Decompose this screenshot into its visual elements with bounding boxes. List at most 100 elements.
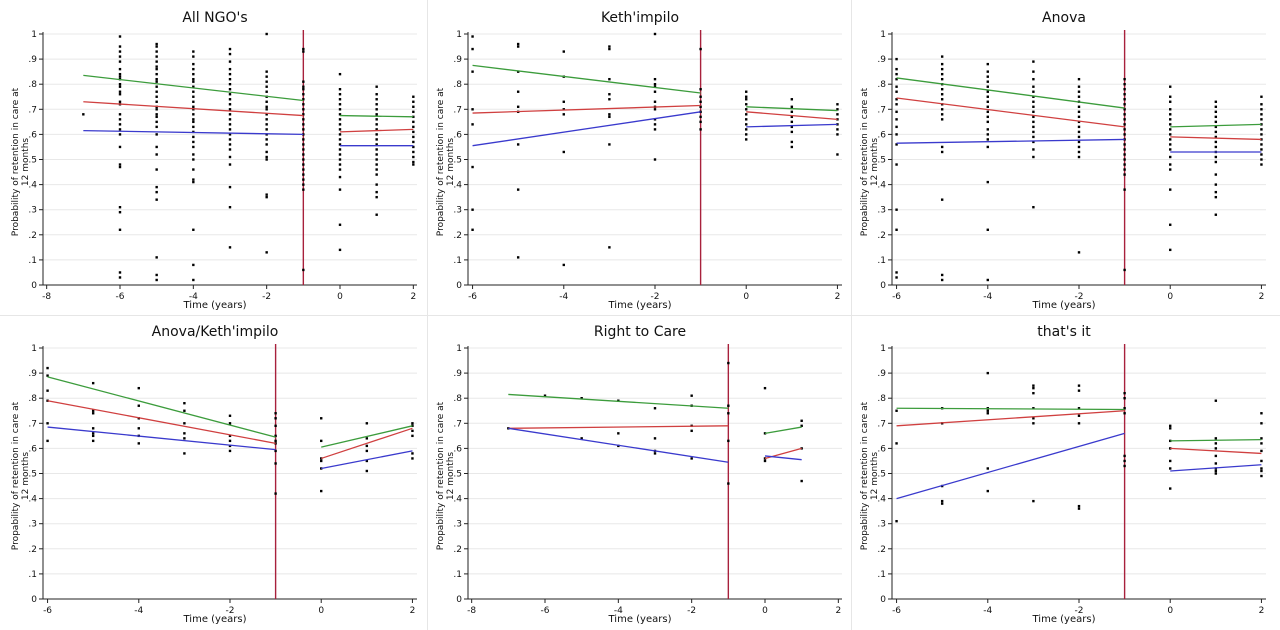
data-point [155, 133, 158, 136]
data-point [375, 213, 378, 216]
data-point [375, 103, 378, 106]
data-point [653, 108, 657, 111]
data-point [411, 434, 414, 438]
y-tick-label: 0 [31, 595, 37, 605]
data-point [1123, 173, 1126, 176]
data-point [137, 442, 140, 445]
data-point [986, 90, 989, 93]
data-point [192, 100, 195, 103]
fit-line-blue [508, 427, 729, 463]
x-tick-label: -4 [134, 606, 143, 616]
data-point [1123, 454, 1126, 458]
data-point [986, 145, 989, 149]
data-point [653, 118, 657, 121]
plot-area: 0 .1 .2 .3 .4 .5 .6 .7 .8 .9 1 -6 -4 -2 0 2 [453, 30, 842, 302]
fit-line-red [1170, 447, 1262, 455]
data-point [1032, 140, 1035, 144]
data-point [1123, 153, 1126, 156]
data-point [1169, 95, 1172, 98]
data-point [118, 205, 122, 209]
data-point [986, 95, 989, 98]
data-point [895, 143, 898, 146]
data-point [412, 135, 415, 139]
x-axis-label: Time (years) [1032, 300, 1096, 311]
data-point [302, 80, 305, 83]
data-point [302, 98, 305, 101]
data-point [940, 93, 944, 96]
data-point [302, 138, 305, 141]
data-point [375, 98, 378, 101]
y-tick-label: .7 [28, 105, 37, 115]
fit-line-green [896, 407, 1125, 411]
data-point [91, 412, 95, 415]
data-point [183, 437, 186, 440]
data-point [1169, 459, 1172, 463]
data-point [986, 120, 989, 124]
data-point [155, 120, 158, 124]
data-point [302, 108, 305, 111]
data-point [1169, 439, 1172, 443]
x-tick-label: -2 [226, 606, 235, 616]
data-point [1123, 123, 1126, 126]
data-point [986, 75, 989, 78]
data-point [302, 148, 305, 151]
data-point [1032, 499, 1035, 503]
data-point [192, 95, 195, 98]
data-point [1214, 115, 1218, 119]
data-point [91, 381, 95, 385]
data-point [274, 492, 277, 495]
data-point [228, 133, 232, 136]
y-tick-label: .1 [28, 256, 37, 266]
data-point [192, 55, 195, 58]
data-point [192, 67, 195, 71]
data-point [1214, 100, 1218, 103]
data-point [1123, 143, 1126, 146]
data-point [228, 88, 232, 91]
y-tick-label: 1 [456, 344, 462, 354]
data-point [608, 45, 611, 48]
data-point [118, 50, 122, 53]
data-point [745, 103, 748, 106]
data-point [412, 150, 415, 154]
data-point [155, 72, 158, 76]
chart-panel-anova: Anova Propability of retention in care a… [852, 2, 1276, 315]
data-point [940, 88, 944, 91]
data-point [1260, 153, 1263, 156]
data-point [745, 98, 748, 101]
data-point [836, 103, 839, 106]
data-point [1260, 133, 1263, 136]
data-point [986, 180, 989, 184]
data-point [940, 198, 944, 201]
y-tick-label: 0 [456, 281, 462, 291]
x-tick-label: -6 [468, 292, 477, 302]
x-tick-label: 2 [1259, 292, 1265, 302]
data-point [1077, 115, 1081, 119]
data-point [192, 120, 195, 124]
data-point [411, 452, 414, 455]
data-point [302, 88, 305, 91]
data-point [1260, 143, 1263, 146]
data-point [1077, 145, 1081, 149]
data-point [302, 50, 305, 53]
data-point [91, 432, 95, 435]
data-point [745, 128, 748, 131]
data-point [118, 271, 122, 274]
data-point [228, 155, 232, 159]
data-point [1123, 391, 1126, 395]
data-point [1123, 163, 1126, 166]
data-point [155, 153, 158, 156]
data-point [1032, 85, 1035, 88]
data-point [940, 113, 944, 116]
data-point [986, 228, 989, 231]
data-point [1169, 108, 1172, 111]
data-point [986, 409, 989, 412]
y-tick-label: .6 [453, 130, 462, 140]
data-point [338, 128, 342, 131]
data-point [192, 90, 195, 93]
y-tick-label: .6 [28, 130, 37, 140]
data-point [940, 67, 944, 71]
fit-line-blue [47, 426, 276, 451]
chart-title: Anova/Keth'impilo [151, 324, 279, 340]
data-point [155, 85, 158, 88]
data-point [338, 103, 342, 106]
